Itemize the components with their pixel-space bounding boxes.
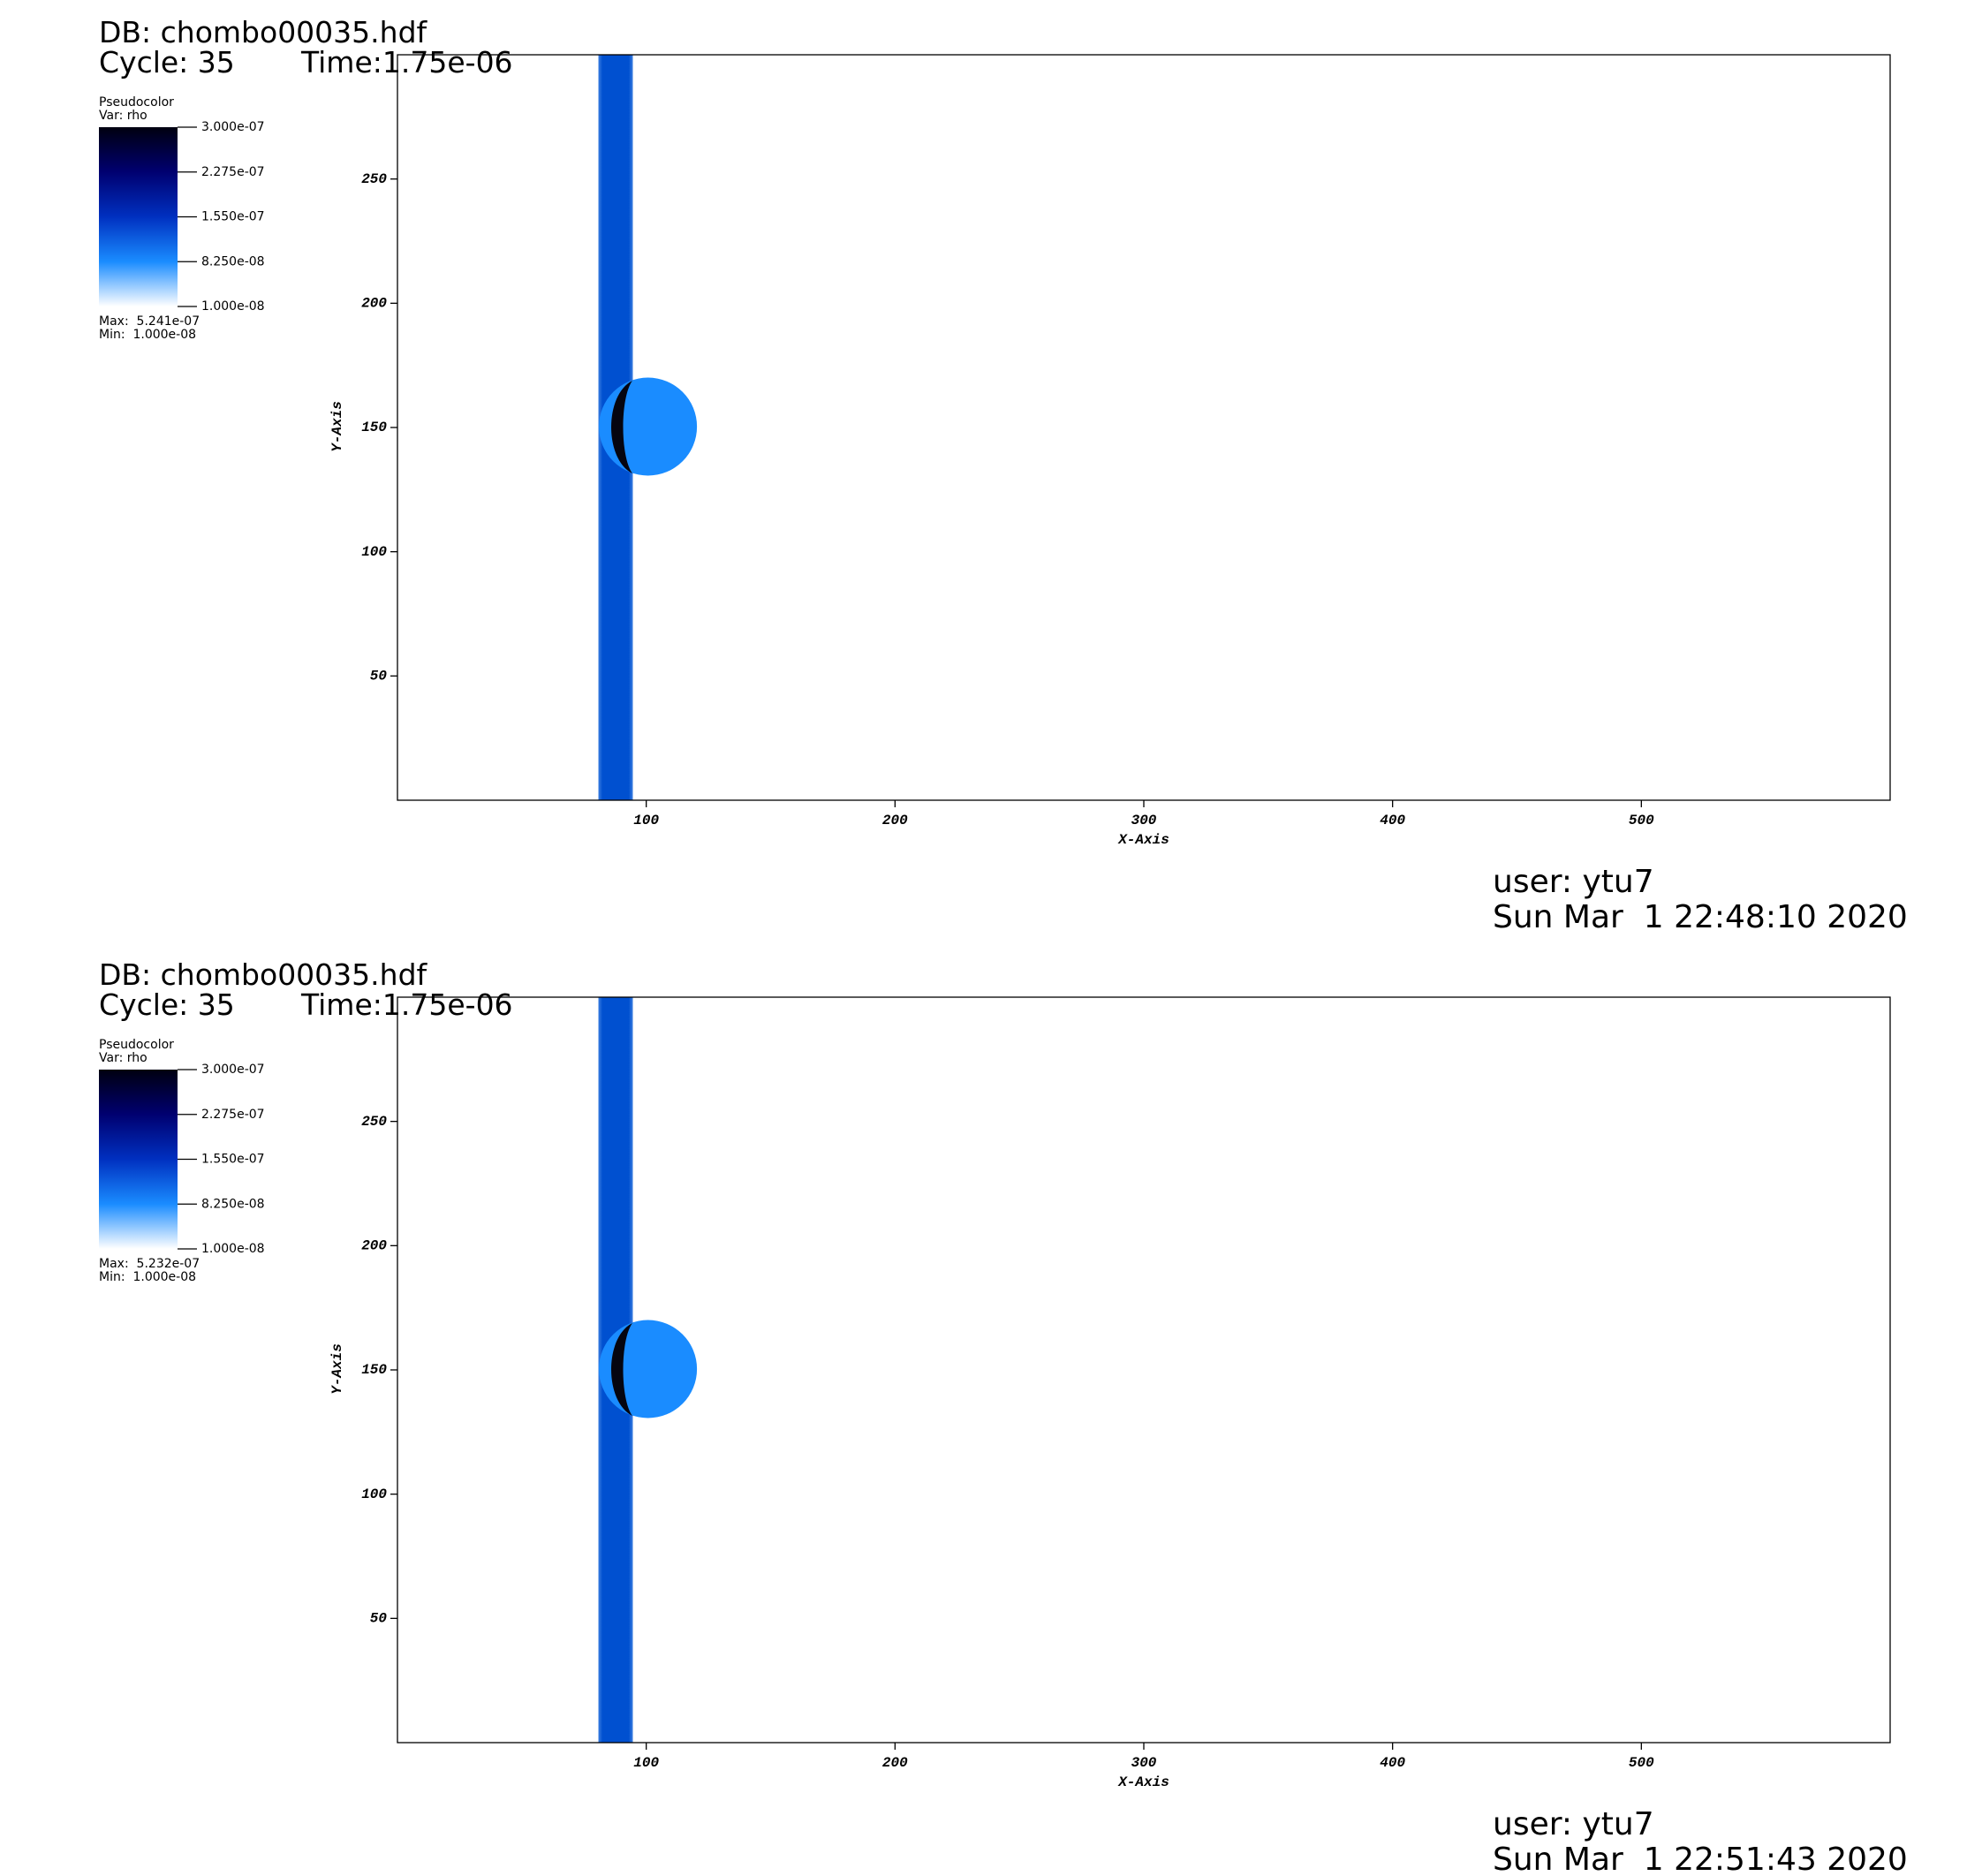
x-axis-label: X-Axis <box>1117 832 1169 848</box>
y-tick-label: 200 <box>361 1238 387 1254</box>
colorbar <box>99 1070 178 1249</box>
y-tick-label: 250 <box>361 171 387 187</box>
colorbar-tick-label: 3.000e-07 <box>201 120 265 134</box>
x-tick-label: 200 <box>882 1755 908 1771</box>
y-tick-label: 150 <box>361 1362 387 1378</box>
x-tick-label: 300 <box>1131 813 1157 828</box>
y-tick-label: 100 <box>361 1486 387 1502</box>
cycle: Cycle: 35 <box>99 987 235 1022</box>
legend-title: Pseudocolor <box>99 1038 174 1052</box>
x-axis-label: X-Axis <box>1117 1774 1169 1790</box>
y-tick-label: 50 <box>370 1611 388 1627</box>
x-tick-label: 200 <box>882 813 908 828</box>
user: user: ytu7 <box>1493 1806 1654 1842</box>
y-tick-label: 100 <box>361 544 387 560</box>
x-tick-label: 400 <box>1380 813 1405 828</box>
x-tick-label: 400 <box>1380 1755 1405 1771</box>
timestamp: Sun Mar 1 22:48:10 2020 <box>1493 899 1908 935</box>
colorbar-tick-label: 8.250e-08 <box>201 1197 265 1211</box>
colorbar-tick-label: 2.275e-07 <box>201 165 265 179</box>
time: Time:1.75e-06 <box>300 45 513 79</box>
time: Time:1.75e-06 <box>300 987 513 1022</box>
user: user: ytu7 <box>1493 864 1654 900</box>
colorbar <box>99 127 178 306</box>
legend-title: Pseudocolor <box>99 95 174 110</box>
colorbar-tick-label: 8.250e-08 <box>201 254 265 269</box>
x-tick-label: 300 <box>1131 1755 1157 1771</box>
database-name: DB: chombo00035.hdf <box>99 957 428 992</box>
legend-min: Min: 1.000e-08 <box>99 328 196 342</box>
legend-max: Max: 5.241e-07 <box>99 314 200 329</box>
y-axis-label: Y-Axis <box>329 1343 345 1395</box>
x-tick-label: 500 <box>1629 813 1654 828</box>
dense-crescent <box>611 381 632 473</box>
y-tick-label: 50 <box>370 669 388 685</box>
x-tick-label: 500 <box>1629 1755 1654 1771</box>
colorbar-tick-label: 3.000e-07 <box>201 1063 265 1077</box>
legend-min: Min: 1.000e-08 <box>99 1270 196 1284</box>
legend-variable: Var: rho <box>99 109 148 123</box>
y-tick-label: 250 <box>361 1114 387 1130</box>
legend-variable: Var: rho <box>99 1051 148 1065</box>
y-axis-label: Y-Axis <box>329 401 345 452</box>
x-tick-label: 100 <box>633 1755 659 1771</box>
y-tick-label: 200 <box>361 296 387 312</box>
database-name: DB: chombo00035.hdf <box>99 15 428 49</box>
colorbar-tick-label: 2.275e-07 <box>201 1108 265 1122</box>
dense-crescent <box>611 1323 632 1416</box>
x-tick-label: 100 <box>633 813 659 828</box>
colorbar-tick-label: 1.000e-08 <box>201 1242 265 1256</box>
y-tick-label: 150 <box>361 420 387 435</box>
field-image <box>598 997 698 1743</box>
cycle: Cycle: 35 <box>99 45 235 79</box>
timestamp: Sun Mar 1 22:51:43 2020 <box>1493 1842 1908 1876</box>
colorbar-tick-label: 1.000e-08 <box>201 299 265 314</box>
field-image <box>598 55 698 800</box>
colorbar-tick-label: 1.550e-07 <box>201 210 265 224</box>
colorbar-tick-label: 1.550e-07 <box>201 1153 265 1167</box>
legend-max: Max: 5.232e-07 <box>99 1257 200 1271</box>
